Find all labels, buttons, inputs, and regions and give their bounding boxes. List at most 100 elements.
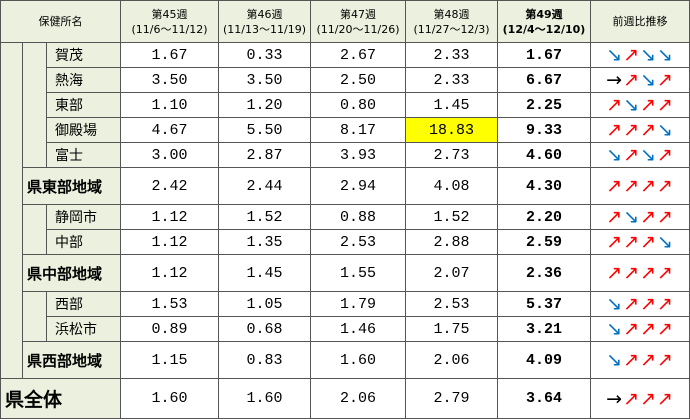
value-cell: 2.67 bbox=[310, 42, 406, 68]
trend-arrow: ↗ bbox=[623, 175, 640, 197]
value-cell: 4.09 bbox=[497, 341, 591, 379]
week-label: 第48週 bbox=[433, 7, 470, 21]
value-cell: 1.60 bbox=[218, 378, 311, 419]
trend-arrow: ↗ bbox=[640, 175, 657, 197]
outer-strip bbox=[0, 117, 23, 143]
value-cell: 1.45 bbox=[218, 254, 311, 292]
value-cell: 2.87 bbox=[218, 142, 311, 168]
data-row: 御殿場 4.67 5.50 8.17 18.83 9.33 ↗↗↗↘ bbox=[0, 117, 690, 143]
trend-header: 前週比推移 bbox=[590, 0, 690, 43]
trend-arrow: ↗ bbox=[640, 387, 657, 410]
trend-arrow: → bbox=[606, 387, 624, 410]
area-name: 県西部地域 bbox=[22, 341, 121, 379]
value-cell: 1.75 bbox=[405, 316, 498, 342]
value-cell: 3.93 bbox=[310, 142, 406, 168]
outer-strip bbox=[0, 291, 23, 317]
inner-strip bbox=[22, 92, 47, 118]
trend-arrow: ↗ bbox=[623, 318, 640, 340]
data-row: 富士 3.00 2.87 3.93 2.73 4.60 ↘↗↘↗ bbox=[0, 142, 690, 168]
inner-strip bbox=[22, 67, 47, 93]
trend-arrow: ↘ bbox=[606, 44, 624, 66]
trend-cell: →↗↗↗ bbox=[590, 378, 690, 419]
value-cell: 1.52 bbox=[405, 204, 498, 230]
trend-arrow: ↗ bbox=[656, 206, 674, 228]
outer-strip bbox=[0, 92, 23, 118]
area-name: 中部 bbox=[46, 229, 121, 255]
trend-arrow: ↗ bbox=[623, 231, 640, 253]
value-cell: 4.60 bbox=[497, 142, 591, 168]
week-label: 第47週 bbox=[340, 7, 376, 21]
value-cell: 2.44 bbox=[218, 167, 311, 205]
value-cell: 1.45 bbox=[405, 92, 498, 118]
header-row: 保健所名 第45週 (11/6～11/12) 第46週 (11/13～11/19) 第47… bbox=[0, 0, 690, 43]
trend-cell: ↗↘↗↗ bbox=[590, 92, 690, 118]
outer-strip bbox=[0, 67, 23, 93]
week-label: 第49週 bbox=[525, 7, 563, 21]
value-cell: 4.67 bbox=[120, 117, 219, 143]
value-cell: 2.36 bbox=[497, 254, 591, 292]
trend-arrow: ↗ bbox=[623, 387, 640, 410]
trend-cell: ↗↗↗↘ bbox=[590, 117, 690, 143]
value-cell: 1.53 bbox=[120, 291, 219, 317]
value-cell: 1.67 bbox=[120, 42, 219, 68]
area-name: 東部 bbox=[46, 92, 121, 118]
trend-arrow: ↗ bbox=[606, 262, 624, 284]
trend-cell: ↘↗↘↗ bbox=[590, 142, 690, 168]
value-cell: 9.33 bbox=[497, 117, 591, 143]
data-row: 中部 1.12 1.35 2.53 2.88 2.59 ↗↗↗↘ bbox=[0, 229, 690, 255]
value-cell: 8.17 bbox=[310, 117, 406, 143]
outer-strip bbox=[0, 142, 23, 168]
trend-cell: ↗↗↗↗ bbox=[590, 167, 690, 205]
value-cell: 1.60 bbox=[120, 378, 219, 419]
value-cell: 2.88 bbox=[405, 229, 498, 255]
trend-cell: ↘↗↗↗ bbox=[590, 316, 690, 342]
week-label: 第46週 bbox=[246, 7, 283, 21]
trend-arrow: ↘ bbox=[623, 206, 640, 228]
value-cell: 2.06 bbox=[405, 341, 498, 379]
data-row: 静岡市 1.12 1.52 0.88 1.52 2.20 ↗↘↗↗ bbox=[0, 204, 690, 230]
trend-arrow: ↗ bbox=[640, 119, 657, 141]
trend-arrow: ↗ bbox=[623, 44, 640, 66]
trend-arrow: ↗ bbox=[623, 119, 640, 141]
data-row: 県東部地域 2.42 2.44 2.94 4.08 4.30 ↗↗↗↗ bbox=[0, 167, 690, 205]
value-cell: 4.30 bbox=[497, 167, 591, 205]
value-cell: 1.12 bbox=[120, 204, 219, 230]
week-header: 第47週 (11/20～11/26) bbox=[310, 0, 406, 43]
value-cell: 2.20 bbox=[497, 204, 591, 230]
data-row: 県西部地域 1.15 0.83 1.60 2.06 4.09 ↘↗↗↗ bbox=[0, 341, 690, 379]
value-cell: 2.73 bbox=[405, 142, 498, 168]
trend-cell: ↗↗↗↗ bbox=[590, 254, 690, 292]
trend-arrow: ↗ bbox=[656, 349, 674, 371]
week-header: 第45週 (11/6～11/12) bbox=[120, 0, 219, 43]
week-header: 第46週 (11/13～11/19) bbox=[218, 0, 311, 43]
trend-arrow: ↗ bbox=[656, 262, 674, 284]
trend-cell: ↗↗↗↘ bbox=[590, 229, 690, 255]
trend-arrow: ↘ bbox=[656, 119, 674, 141]
trend-arrow: ↗ bbox=[606, 231, 624, 253]
week-range: (11/13～11/19) bbox=[223, 22, 306, 36]
value-cell: 1.12 bbox=[120, 229, 219, 255]
value-cell: 2.25 bbox=[497, 92, 591, 118]
inner-strip bbox=[22, 316, 47, 342]
trend-arrow: ↗ bbox=[606, 206, 624, 228]
area-name: 県全体 bbox=[0, 378, 121, 419]
value-cell: 0.89 bbox=[120, 316, 219, 342]
value-cell: 2.06 bbox=[310, 378, 406, 419]
value-cell: 18.83 bbox=[405, 117, 498, 143]
trend-arrow: ↗ bbox=[623, 293, 640, 315]
value-cell: 1.52 bbox=[218, 204, 311, 230]
value-cell: 0.33 bbox=[218, 42, 311, 68]
area-name: 静岡市 bbox=[46, 204, 121, 230]
value-cell: 1.10 bbox=[120, 92, 219, 118]
trend-arrow: ↗ bbox=[656, 175, 674, 197]
trend-arrow: ↗ bbox=[640, 262, 657, 284]
trend-cell: ↘↗↗↗ bbox=[590, 291, 690, 317]
outer-strip bbox=[0, 254, 23, 292]
inner-strip bbox=[22, 291, 47, 317]
trend-arrow: ↗ bbox=[606, 94, 624, 116]
inner-strip bbox=[22, 204, 47, 230]
value-cell: 1.67 bbox=[497, 42, 591, 68]
outer-strip bbox=[0, 316, 23, 342]
area-name: 県東部地域 bbox=[22, 167, 121, 205]
